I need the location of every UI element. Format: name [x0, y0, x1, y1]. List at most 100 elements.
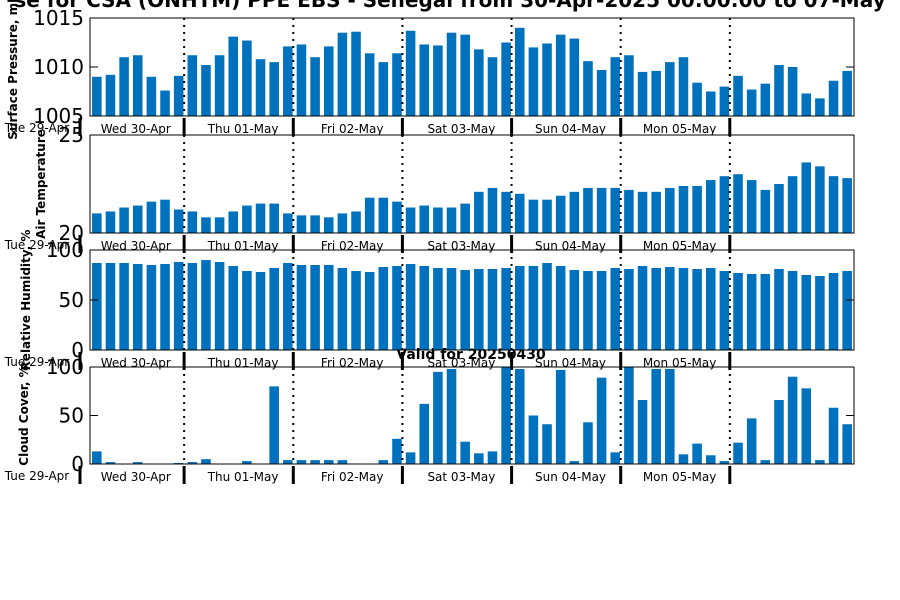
bar: [146, 201, 157, 233]
bar: [733, 174, 743, 233]
bar: [214, 55, 225, 116]
bar: [337, 213, 348, 233]
y-axis-label: Relative Humidity, %: [19, 230, 33, 371]
bar: [624, 367, 634, 464]
bar: [487, 269, 498, 350]
bar: [187, 263, 198, 350]
bar: [187, 462, 198, 464]
x-day-label: Wed 30-Apr: [101, 470, 171, 484]
bar: [364, 197, 375, 233]
bar: [705, 180, 716, 233]
bar: [378, 460, 389, 464]
bar: [733, 442, 743, 464]
bar: [132, 264, 143, 350]
bar: [555, 195, 566, 233]
bar: [310, 265, 320, 350]
bar: [446, 368, 457, 464]
bar: [760, 83, 771, 116]
bar: [187, 211, 198, 233]
bar: [323, 265, 334, 350]
x-origin-label: Tue 29-Apr: [4, 121, 69, 135]
bar: [419, 266, 430, 350]
bar: [514, 193, 525, 233]
bar: [501, 367, 511, 464]
bar: [719, 271, 730, 350]
bar: [692, 443, 702, 464]
bar: [173, 262, 184, 350]
x-day-label: Sat 03-May: [427, 239, 495, 253]
y-axis-label: Surface Pressure, mb: [6, 0, 20, 140]
bar: [296, 460, 307, 464]
bar: [733, 75, 743, 116]
bar: [228, 36, 239, 117]
x-origin-label: Tue 29-Apr: [4, 469, 69, 483]
bar: [392, 53, 402, 116]
bar: [815, 276, 825, 350]
x-day-label: Fri 02-May: [321, 239, 384, 253]
bar: [92, 213, 102, 233]
bar: [132, 55, 143, 116]
bar: [760, 189, 771, 233]
bar: [378, 197, 389, 233]
bar: [228, 211, 239, 233]
bar: [228, 266, 239, 350]
bar: [405, 264, 416, 350]
bar: [446, 32, 457, 117]
x-day-label: Fri 02-May: [321, 122, 384, 136]
bar: [637, 266, 648, 350]
bar: [160, 90, 170, 116]
bar: [187, 55, 198, 116]
x-day-label: Sun 04-May: [535, 122, 606, 136]
x-day-label: Fri 02-May: [321, 356, 384, 370]
bar: [528, 47, 539, 116]
y-tick-label: 25: [59, 123, 84, 147]
bar: [487, 187, 498, 233]
bar: [801, 93, 812, 116]
x-origin-label: Tue 29-Apr: [4, 238, 69, 252]
y-tick-label: 1015: [33, 6, 84, 30]
bar: [692, 185, 702, 233]
bar: [419, 205, 430, 233]
bar: [665, 368, 675, 464]
bar: [774, 269, 784, 350]
bar: [719, 86, 730, 116]
bar: [514, 368, 525, 464]
bar: [692, 82, 702, 116]
bar: [842, 70, 852, 116]
bar: [610, 268, 621, 350]
bar: [378, 62, 389, 116]
bar: [596, 187, 607, 233]
bar: [255, 272, 266, 350]
bar: [569, 270, 580, 350]
bar: [146, 265, 157, 350]
x-day-label: Sun 04-May: [535, 239, 606, 253]
bar: [501, 42, 511, 116]
x-day-label: Thu 01-May: [207, 356, 279, 370]
bar: [705, 455, 716, 464]
x-origin-label: Tue 29-Apr: [4, 355, 69, 369]
bar: [474, 453, 484, 464]
bar: [283, 213, 293, 233]
bar: [119, 207, 129, 233]
bar: [323, 460, 334, 464]
bar: [842, 424, 852, 464]
bar: [105, 263, 116, 350]
bar: [651, 70, 661, 116]
bar: [242, 205, 252, 233]
bar: [446, 207, 457, 233]
bar: [528, 199, 539, 233]
bar: [501, 268, 511, 350]
bar: [514, 266, 525, 350]
bar: [651, 268, 661, 350]
bar: [733, 273, 743, 350]
bar: [296, 265, 307, 350]
bar: [528, 415, 539, 464]
bar: [542, 43, 552, 117]
y-tick-label: 50: [59, 288, 84, 312]
bar: [774, 65, 784, 116]
